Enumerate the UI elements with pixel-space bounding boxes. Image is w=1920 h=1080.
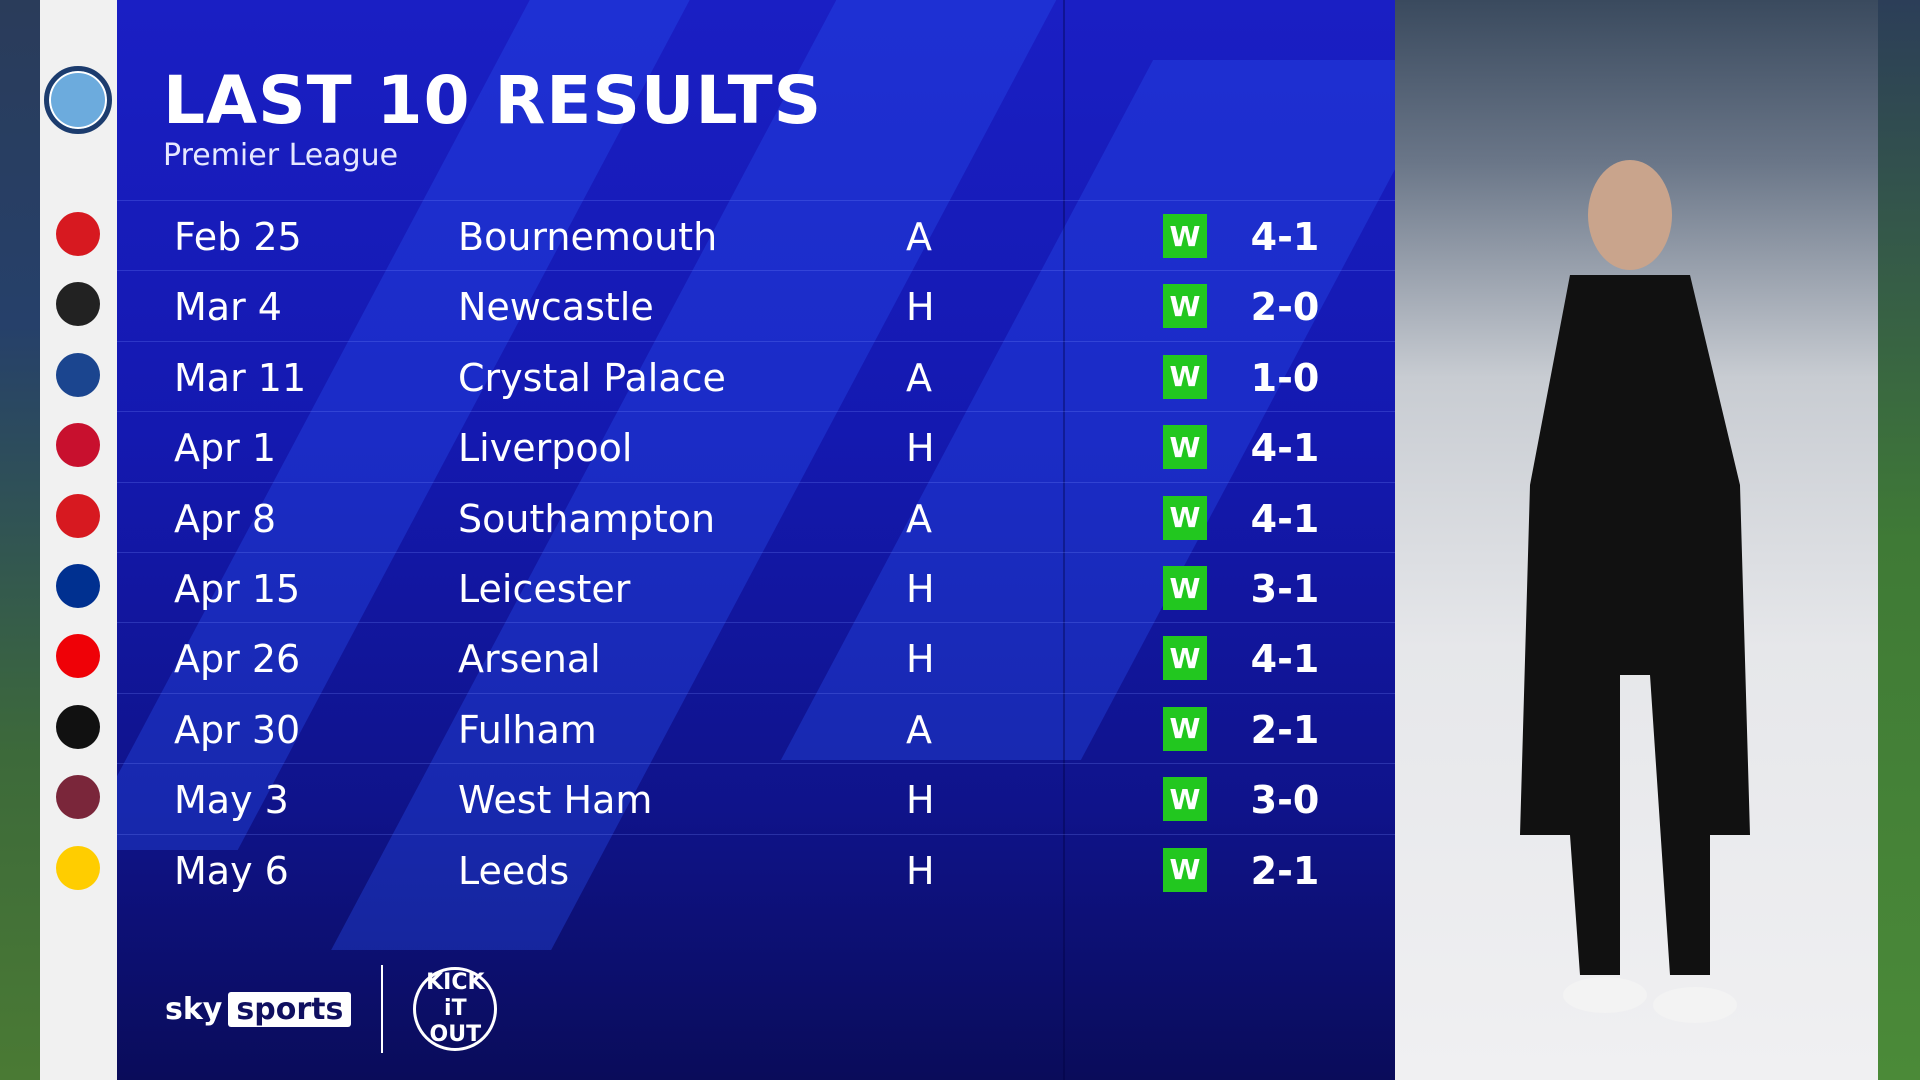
kick-it-out-logo: KICK iT OUT xyxy=(413,967,498,1051)
score: 4-1 xyxy=(1250,496,1320,541)
venue: A xyxy=(906,215,932,259)
score: 2-0 xyxy=(1250,285,1320,330)
opponent-crest-icon xyxy=(56,564,100,608)
opponent-name: Newcastle xyxy=(458,285,654,330)
venue: H xyxy=(906,567,935,611)
panel-divider xyxy=(1063,0,1065,1080)
match-date: Apr 30 xyxy=(174,707,301,752)
opponent-crest-icon xyxy=(56,423,100,468)
score: 3-1 xyxy=(1250,567,1320,611)
result-row: Mar 4 Newcastle H W 2-0 xyxy=(117,270,1395,340)
result-row: Apr 8 Southampton A W 4-1 xyxy=(117,481,1395,552)
opponent-crest-icon xyxy=(56,282,100,327)
match-date: Mar 4 xyxy=(174,285,282,330)
logo-divider xyxy=(381,965,384,1053)
sky-logo: sky xyxy=(165,991,223,1027)
result-row: Mar 11 Crystal Palace A W 1-0 xyxy=(117,340,1395,411)
opponent-name: Liverpool xyxy=(458,426,633,471)
score: 3-0 xyxy=(1250,778,1320,823)
opponent-name: Crystal Palace xyxy=(458,355,726,400)
venue: H xyxy=(906,778,935,823)
result-row: May 6 Leeds H W 2-1 xyxy=(117,833,1395,904)
match-date: Feb 25 xyxy=(174,215,302,259)
stadium-background-left xyxy=(0,0,40,1080)
result-row: Apr 15 Leicester H W 3-1 xyxy=(117,552,1395,622)
results-panel xyxy=(117,0,1395,1080)
opponent-name: Leeds xyxy=(458,848,570,893)
result-badge: W xyxy=(1163,425,1207,470)
opponent-name: Leicester xyxy=(458,567,631,611)
match-date: Mar 11 xyxy=(174,355,307,400)
match-date: Apr 8 xyxy=(174,496,276,541)
competition-subtitle: Premier League xyxy=(163,138,399,173)
opponent-crest-icon xyxy=(56,212,100,256)
manchester-city-crest-icon xyxy=(44,66,112,134)
match-date: Apr 15 xyxy=(174,567,301,611)
sports-logo: sports xyxy=(228,991,352,1027)
opponent-name: Fulham xyxy=(458,707,597,752)
match-date: May 3 xyxy=(174,778,289,823)
stadium-background-right xyxy=(1878,0,1920,1080)
match-date: May 6 xyxy=(174,848,289,893)
opponent-name: West Ham xyxy=(458,778,653,823)
opponent-name: Southampton xyxy=(458,496,716,541)
score: 4-1 xyxy=(1250,426,1320,471)
page-title: LAST 10 RESULTS xyxy=(163,62,823,139)
score: 2-1 xyxy=(1250,707,1320,752)
result-badge: W xyxy=(1163,354,1207,399)
opponent-name: Bournemouth xyxy=(458,215,718,259)
result-row: Feb 25 Bournemouth A W 4-1 xyxy=(117,200,1395,270)
score: 4-1 xyxy=(1250,215,1320,259)
manager-photo xyxy=(1395,0,1878,1080)
opponent-crest-icon xyxy=(56,634,100,679)
venue: A xyxy=(906,496,932,541)
result-badge: W xyxy=(1163,214,1207,258)
opponent-crest-icon xyxy=(56,493,100,538)
result-badge: W xyxy=(1163,636,1207,681)
branding: sky sports KICK iT OUT xyxy=(165,965,498,1053)
crest-column xyxy=(40,0,117,1080)
opponent-crest-icon xyxy=(56,352,100,397)
venue: H xyxy=(906,285,935,330)
result-badge: W xyxy=(1163,566,1207,610)
score: 2-1 xyxy=(1250,848,1320,893)
venue: H xyxy=(906,426,935,471)
result-badge: W xyxy=(1163,706,1207,751)
result-badge: W xyxy=(1163,777,1207,822)
match-date: Apr 1 xyxy=(174,426,276,471)
result-badge: W xyxy=(1163,284,1207,329)
score: 4-1 xyxy=(1250,637,1320,682)
opponent-name: Arsenal xyxy=(458,637,601,682)
opponent-crest-icon xyxy=(56,845,100,890)
result-row: Apr 30 Fulham A W 2-1 xyxy=(117,692,1395,763)
opponent-crest-icon xyxy=(56,775,100,820)
venue: A xyxy=(906,355,932,400)
venue: H xyxy=(906,848,935,893)
match-date: Apr 26 xyxy=(174,637,301,682)
result-row: May 3 West Ham H W 3-0 xyxy=(117,763,1395,833)
result-badge: W xyxy=(1163,847,1207,892)
result-row: Apr 26 Arsenal H W 4-1 xyxy=(117,622,1395,692)
result-row: Apr 1 Liverpool H W 4-1 xyxy=(117,411,1395,481)
venue: H xyxy=(906,637,935,682)
score: 1-0 xyxy=(1250,355,1320,400)
opponent-crest-icon xyxy=(56,704,100,749)
manager-figure xyxy=(1520,160,1750,1023)
venue: A xyxy=(906,707,932,752)
result-badge: W xyxy=(1163,495,1207,540)
